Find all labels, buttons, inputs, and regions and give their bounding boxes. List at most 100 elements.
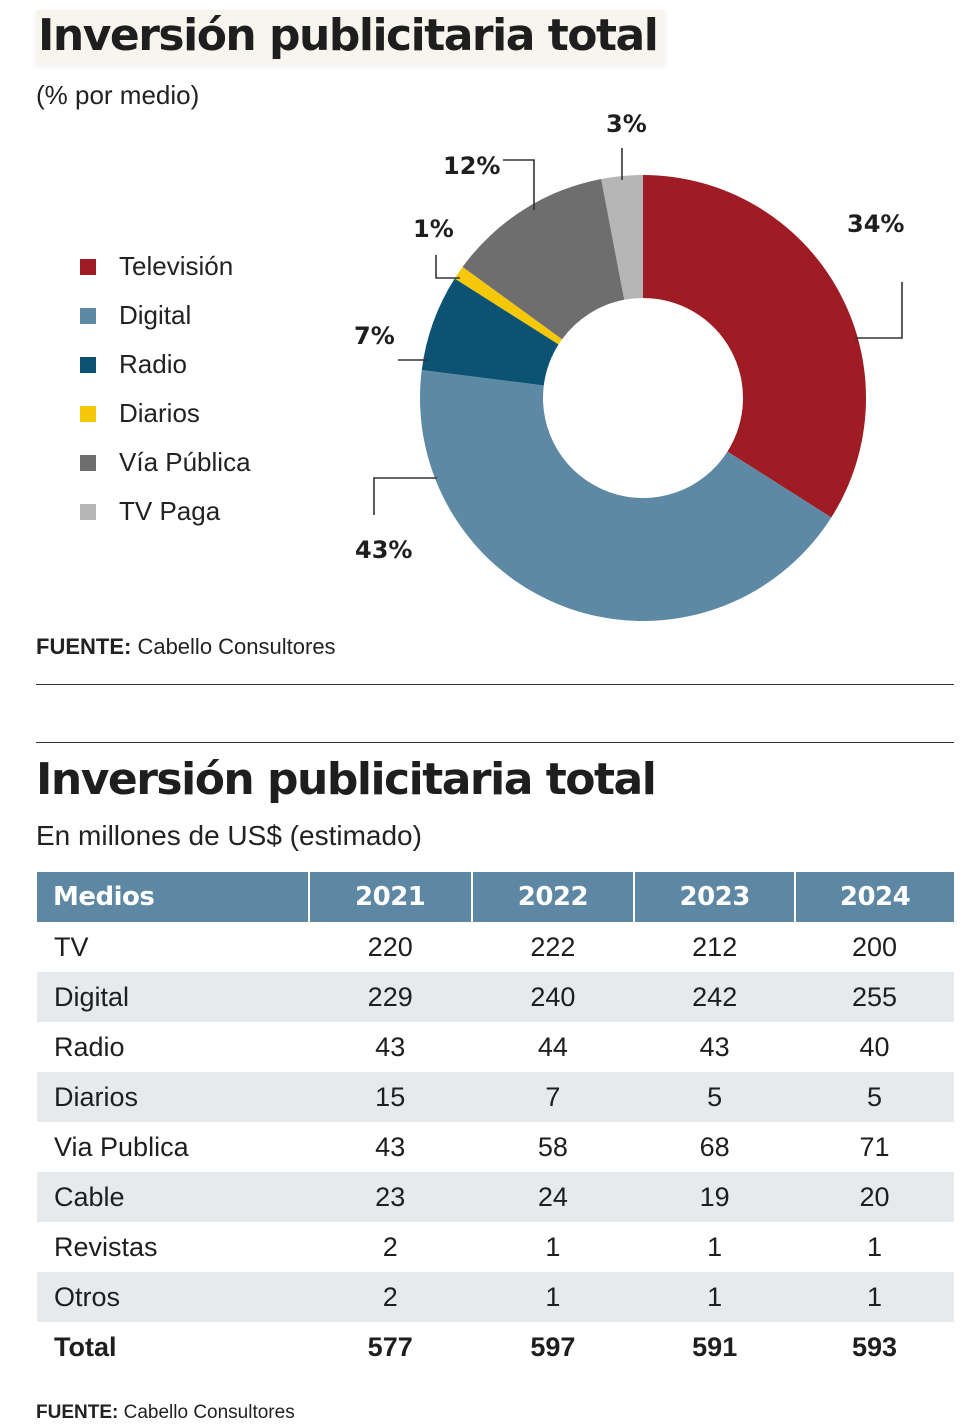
table-cell: 24: [471, 1172, 635, 1222]
legend-swatch: [80, 307, 96, 324]
table-cell: 43: [699, 1031, 730, 1062]
column-header: 2022: [471, 872, 636, 922]
table-cell: 1: [867, 1231, 883, 1262]
table-cell: 58: [537, 1131, 568, 1162]
legend-swatch: [80, 503, 96, 520]
row-label: Radio: [54, 1031, 125, 1062]
table-cell: 220: [367, 931, 413, 962]
pct-label-1: 34%: [847, 210, 904, 238]
leader-line-5: [503, 159, 535, 210]
table-cell: 255: [795, 972, 954, 1022]
slice-3: [421, 278, 559, 386]
legend-label: Diarios: [119, 398, 200, 428]
leader-line-4: [435, 255, 460, 279]
table-cell: 240: [471, 972, 635, 1022]
legend-swatch: [80, 258, 96, 275]
table-cell: 5: [795, 1072, 954, 1122]
table-source: FUENTE: Cabello Consultores: [36, 1402, 295, 1424]
donut-chart: 34% 43% 7% 1% 12% 3%: [354, 110, 904, 622]
slice-2: [419, 370, 832, 622]
table-cell: 23: [308, 1172, 472, 1222]
legend-item: Vía Pública: [80, 438, 251, 487]
table-cell: 593: [852, 1331, 898, 1362]
legend-label: Radio: [119, 349, 187, 379]
row-label: TV: [54, 931, 89, 962]
row-label: Total: [54, 1331, 117, 1362]
pie-source-text: Cabello Consultores: [137, 634, 336, 659]
table-cell: 43: [375, 1131, 406, 1162]
table-row: Otros 2 1 1 1: [37, 1272, 954, 1322]
legend-item: Diarios: [80, 389, 251, 438]
row-label: Via Publica: [54, 1131, 189, 1162]
table-cell: 1: [634, 1272, 796, 1322]
legend-item: Televisión: [80, 242, 251, 291]
table-row: Total 577 597 591 593: [37, 1322, 954, 1372]
row-label: Digital: [37, 972, 309, 1022]
pie-chart-subtitle: (% por medio): [36, 80, 200, 110]
pct-label-5: 12%: [443, 152, 500, 180]
table-cell: 222: [530, 931, 576, 962]
legend-label: Vía Pública: [119, 447, 251, 477]
table-cell: 68: [699, 1131, 730, 1162]
table-row: Diarios 15 7 5 5: [37, 1072, 954, 1122]
table-row: Via Publica 43 58 68 71: [37, 1122, 954, 1172]
table-title: Inversión publicitaria total: [36, 754, 657, 805]
slice-5: [462, 178, 625, 340]
column-header: 2024: [795, 872, 954, 922]
table-cell: 71: [859, 1131, 890, 1162]
pct-label-3: 7%: [354, 322, 395, 350]
slice-1: [643, 175, 867, 518]
column-header: 2023: [634, 872, 797, 922]
legend-item: Digital: [80, 291, 251, 340]
table-row: Radio 43 44 43 40: [37, 1022, 954, 1072]
row-label: Diarios: [37, 1072, 309, 1122]
divider: [36, 742, 954, 743]
column-header: 2021: [308, 872, 473, 922]
legend-swatch: [80, 405, 96, 422]
table-row: Digital 229 240 242 255: [37, 972, 954, 1022]
table-subtitle: En millones de US$ (estimado): [36, 820, 422, 851]
table-cell: 43: [375, 1031, 406, 1062]
table-source-label: FUENTE:: [36, 1402, 119, 1423]
row-label: Otros: [37, 1272, 309, 1322]
table-cell: 5: [634, 1072, 796, 1122]
table-cell: 40: [859, 1031, 890, 1062]
pie-source-label: FUENTE:: [36, 634, 132, 659]
leader-line-1: [855, 282, 903, 339]
table-cell: 200: [852, 931, 898, 962]
table-cell: 1: [545, 1231, 561, 1262]
pct-label-4: 1%: [413, 215, 454, 243]
table-cell: 44: [537, 1031, 568, 1062]
table-cell: 1: [795, 1272, 954, 1322]
table-row: TV 220 222 212 200: [37, 922, 954, 972]
table-cell: 1: [471, 1272, 635, 1322]
slice-4: [454, 266, 563, 345]
table-row: Revistas 2 1 1 1: [37, 1222, 954, 1272]
legend-label: TV Paga: [119, 496, 221, 526]
table-cell: 597: [530, 1331, 576, 1362]
pct-label-6: 3%: [606, 110, 647, 138]
table-cell: 19: [634, 1172, 796, 1222]
slice-6: [601, 175, 643, 300]
divider: [36, 684, 954, 685]
table-cell: 212: [692, 931, 738, 962]
legend-label: Digital: [119, 300, 192, 330]
table-cell: 229: [308, 972, 472, 1022]
legend-swatch: [80, 454, 96, 471]
table-cell: 7: [471, 1072, 635, 1122]
row-label: Revistas: [54, 1231, 158, 1262]
table-cell: 242: [634, 972, 796, 1022]
legend-swatch: [80, 356, 96, 373]
column-header: Medios: [37, 872, 310, 922]
table-cell: 591: [692, 1331, 738, 1362]
pie-source: FUENTE: Cabello Consultores: [36, 634, 336, 660]
leader-line-2: [373, 477, 437, 515]
legend-item: Radio: [80, 340, 251, 389]
legend-item: TV Paga: [80, 487, 251, 536]
table-source-text: Cabello Consultores: [123, 1402, 295, 1423]
table-cell: 15: [308, 1072, 472, 1122]
table-row: Cable 23 24 19 20: [37, 1172, 954, 1222]
table-cell: 1: [707, 1231, 723, 1262]
table-cell: 2: [382, 1231, 398, 1262]
table-cell: 577: [367, 1331, 413, 1362]
